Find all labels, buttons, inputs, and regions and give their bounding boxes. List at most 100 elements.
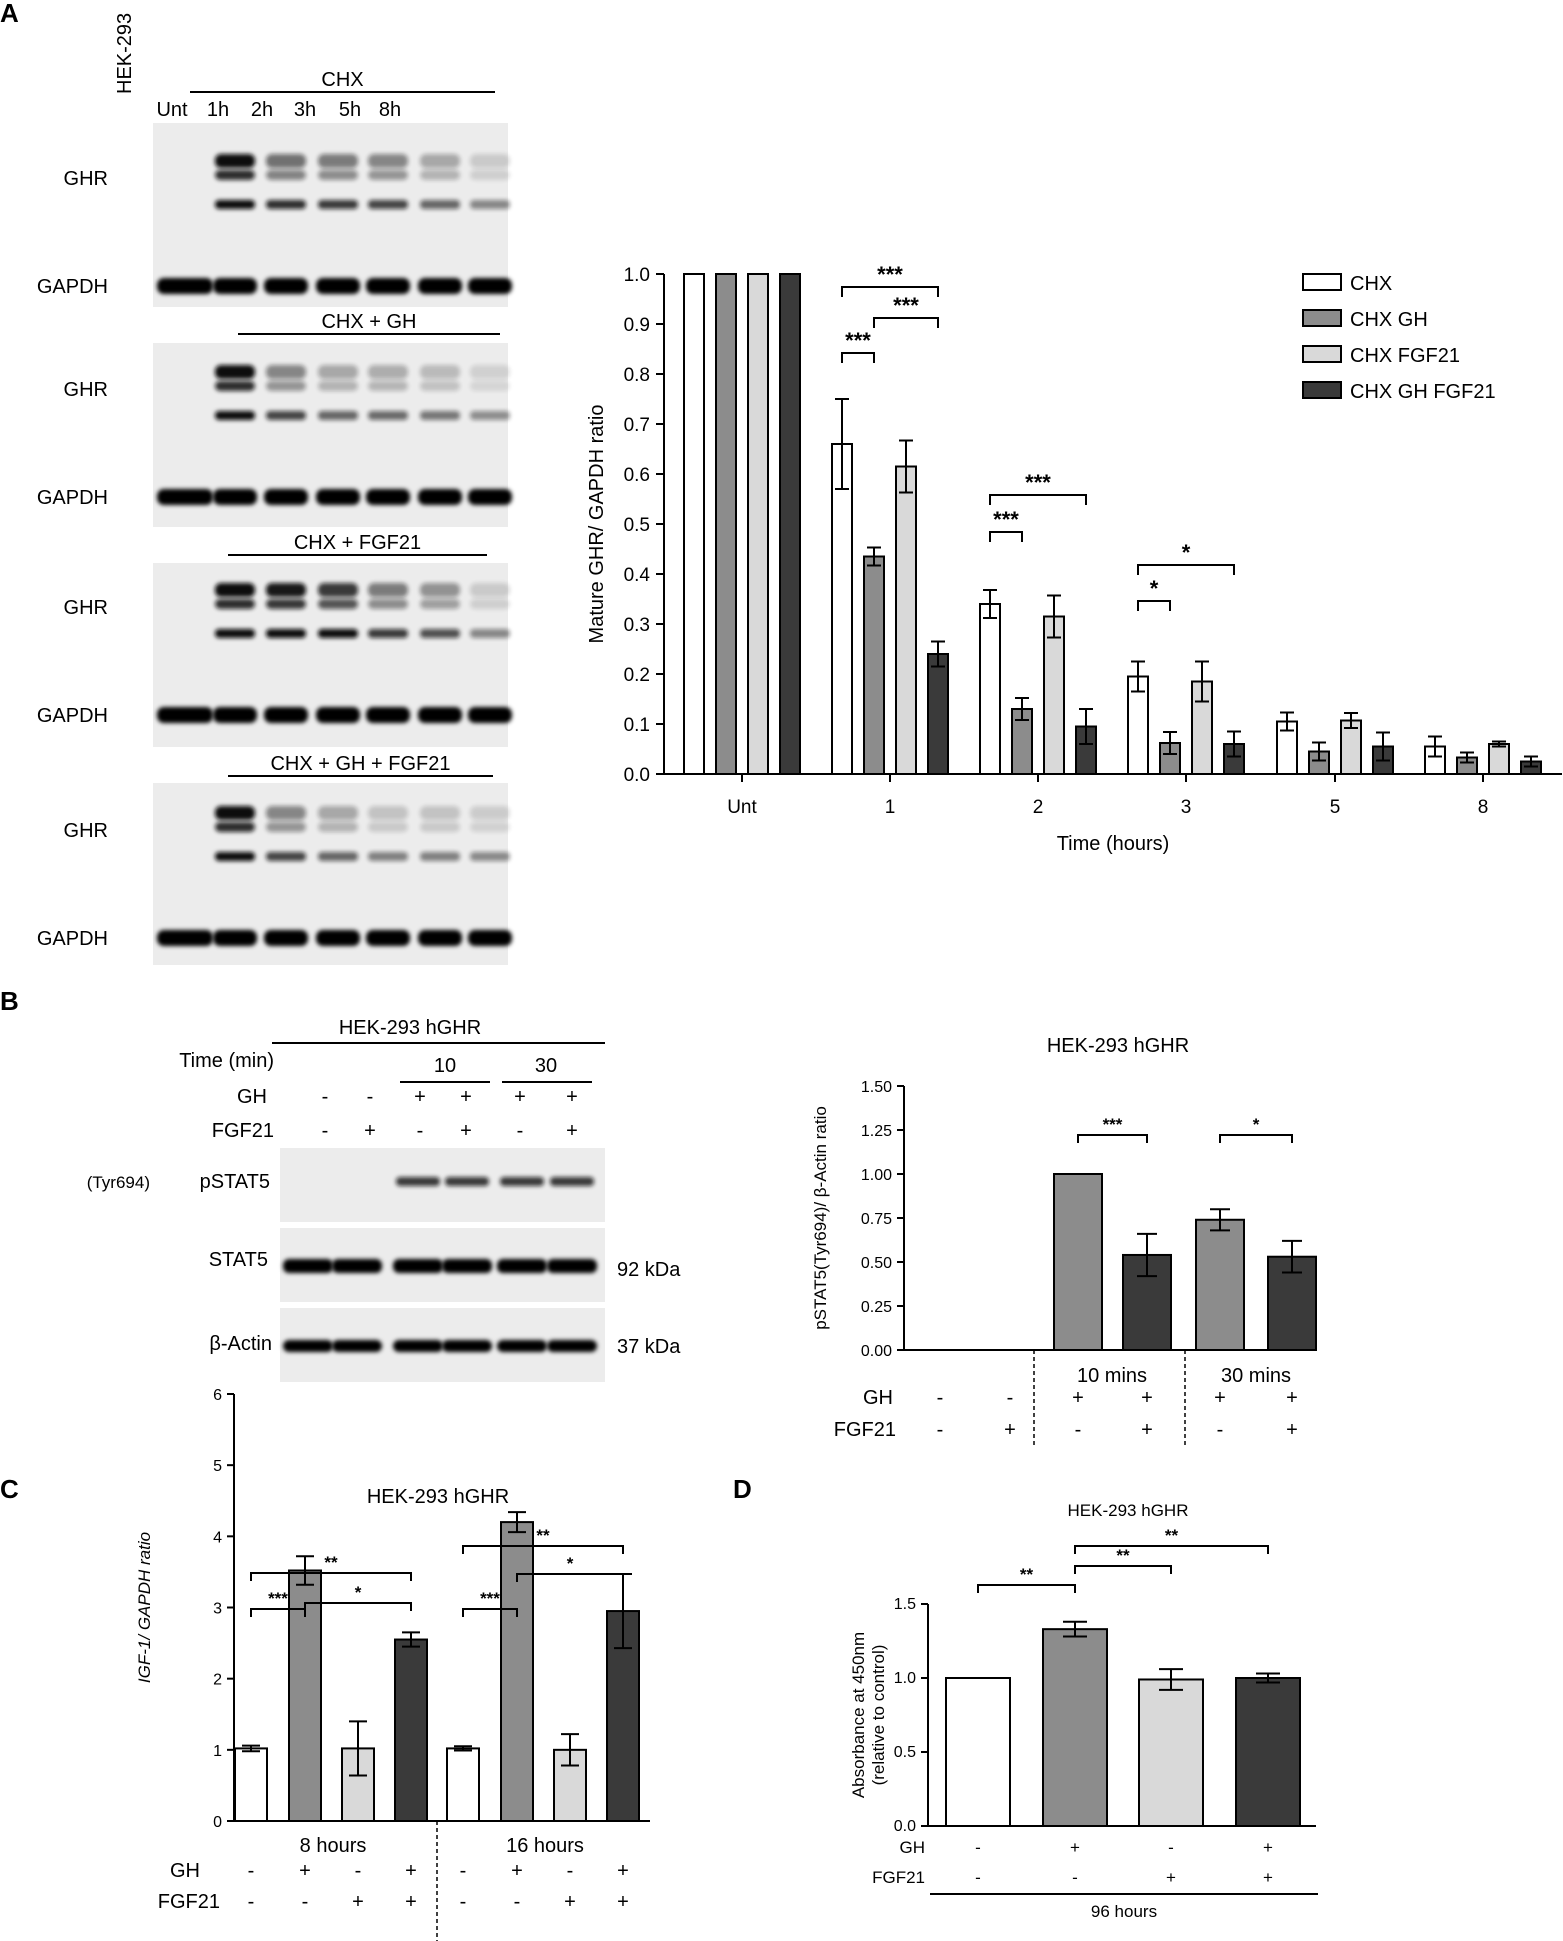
sig-c-8-0-1-label: *** — [268, 1589, 288, 1608]
group-label-30: 30 mins — [1221, 1365, 1291, 1387]
lane-label-hek293: HEK-293 — [114, 13, 136, 94]
band-stat5 — [442, 1259, 492, 1273]
ghr-band-lower — [368, 411, 408, 420]
band-actin — [497, 1340, 547, 1352]
ghr-band-upper — [318, 154, 358, 168]
legend-swatch — [1302, 273, 1342, 291]
band-actin — [283, 1340, 333, 1352]
gapdh-band — [213, 930, 257, 946]
blot-b-fgf-sign: + — [364, 1120, 376, 1142]
band-pstat5 — [396, 1177, 440, 1186]
gapdh-band — [213, 707, 257, 723]
ghr-band-upper — [470, 154, 510, 168]
bar-chx-fgf21 — [895, 465, 917, 775]
gapdh-band — [316, 278, 360, 294]
ghr-band-lower — [368, 852, 408, 861]
ghr-band-lower — [470, 852, 510, 861]
sig-c-16-1-3-bracket — [516, 1573, 624, 1582]
band-stat5 — [283, 1259, 333, 1273]
blot-b-gh-sign: + — [514, 1086, 526, 1108]
ghr-band-upper — [266, 154, 306, 168]
fgf-sign: + — [1286, 1419, 1298, 1441]
fgf-sign: - — [248, 1891, 255, 1913]
ghr-band-mid — [215, 170, 255, 180]
fgf-sign: + — [352, 1891, 364, 1913]
gapdh-band — [264, 930, 308, 946]
ghr-band-mid — [215, 599, 255, 609]
legend-label: CHX GH FGF21 — [1350, 381, 1496, 403]
chart-b-title: HEK-293 hGHR — [1047, 1035, 1189, 1057]
blot-b-fgf-sign: - — [322, 1120, 329, 1142]
x-tick-label: Unt — [727, 797, 757, 818]
lane-label-3h: 3h — [294, 99, 316, 121]
y-axis-title-line1: Absorbance at 450nm — [849, 1632, 868, 1798]
legend-swatch — [1302, 309, 1342, 327]
y-tick-label: 1.00 — [861, 1167, 892, 1184]
ghr-band-mid — [318, 599, 358, 609]
lane-label-8h: 8h — [379, 99, 401, 121]
sig-c-8-1-3-bracket — [304, 1602, 412, 1611]
gapdh-band — [316, 489, 360, 505]
fgf-sign: - — [1217, 1419, 1224, 1441]
sig-c-16-0-3-bracket — [462, 1545, 624, 1554]
bar — [500, 1521, 534, 1822]
blot-b-gh-label: GH — [237, 1086, 267, 1108]
ghr-band-mid — [470, 599, 510, 609]
legend-label: CHX FGF21 — [1350, 345, 1460, 367]
gh-sign: + — [405, 1860, 417, 1882]
bar — [945, 1677, 1011, 1827]
fgf-sign: - — [1075, 1419, 1082, 1441]
ghr-band-lower — [215, 411, 255, 420]
ghr-band-lower — [318, 852, 358, 861]
y-tick-label: 0.0 — [624, 765, 650, 786]
row-label-gapdh-2: GAPDH — [37, 705, 108, 727]
y-tick-label: 1.50 — [861, 1079, 892, 1096]
fgf-sign: + — [405, 1891, 417, 1913]
bar — [234, 1747, 268, 1823]
ghr-band-mid — [215, 822, 255, 832]
panel-letter-d: D — [733, 1474, 752, 1504]
gapdh-band — [418, 930, 462, 946]
panel-letter-a: A — [0, 0, 19, 28]
lane-label-1h: 1h — [207, 99, 229, 121]
ghr-band-mid — [266, 599, 306, 609]
row-label-ghr-3: GHR — [64, 820, 108, 842]
gh-sign: - — [355, 1860, 362, 1882]
chart-absorbance: HEK-293 hGHR 0.0 0.5 1.0 1.5 Absorbance at 45… — [849, 1501, 1318, 1921]
fgf-sign: + — [564, 1891, 576, 1913]
y-tick-label: 1.25 — [861, 1123, 892, 1140]
y-tick-label: 0.00 — [861, 1343, 892, 1360]
gh-sign: + — [1070, 1838, 1080, 1857]
sig-c-16-0-3-label: ** — [536, 1526, 550, 1545]
fgf-label: FGF21 — [158, 1891, 220, 1913]
row-label-actin: β-Actin — [209, 1333, 272, 1355]
bar — [446, 1747, 480, 1823]
bar — [1235, 1677, 1301, 1827]
gh-sign: + — [1214, 1387, 1226, 1409]
bar — [1195, 1218, 1245, 1352]
ghr-band-upper — [368, 583, 408, 597]
band-actin — [547, 1340, 597, 1352]
gapdh-band — [213, 278, 257, 294]
footer-label: 96 hours — [1091, 1902, 1157, 1921]
ghr-band-mid — [318, 822, 358, 832]
sig-c-8-1-3-label: * — [355, 1583, 362, 1602]
blot-b-time-10: 10 — [434, 1055, 456, 1077]
gh-sign: - — [1007, 1387, 1014, 1409]
group-label-16: 16 hours — [506, 1835, 584, 1857]
ghr-band-lower — [420, 200, 460, 209]
ghr-band-lower — [266, 411, 306, 420]
y-tick-label: 0.6 — [624, 465, 650, 486]
ghr-band-mid — [420, 381, 460, 391]
y-tick-label: 0.50 — [861, 1255, 892, 1272]
ghr-band-mid — [318, 381, 358, 391]
y-axis-title: pSTAT5(Tyr694)/ β-Actin ratio — [811, 1106, 830, 1330]
bar-chx-gh-fgf21 — [779, 273, 801, 775]
gh-sign: + — [1141, 1387, 1153, 1409]
ghr-band-upper — [420, 806, 460, 820]
sig-d-0-1-label: ** — [1020, 1565, 1034, 1584]
ghr-band-upper — [266, 806, 306, 820]
lane-label-2h: 2h — [251, 99, 273, 121]
gapdh-band — [418, 489, 462, 505]
